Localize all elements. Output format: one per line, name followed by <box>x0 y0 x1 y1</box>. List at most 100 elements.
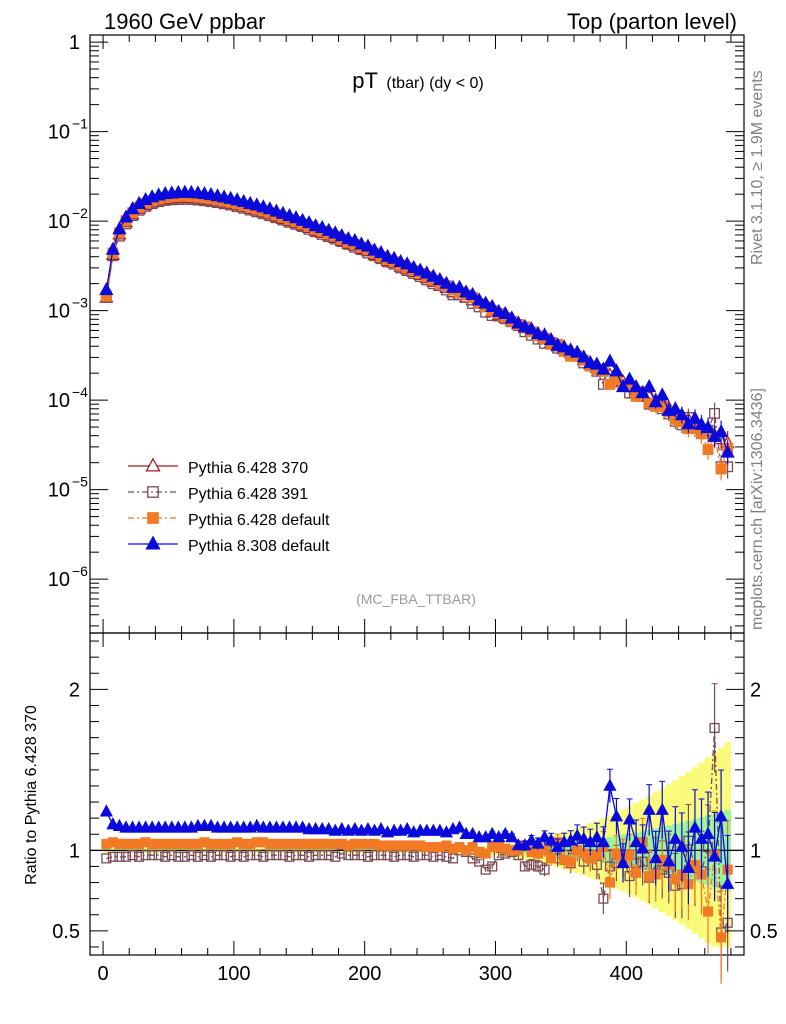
data-point <box>251 850 262 861</box>
data-point <box>539 845 550 856</box>
data-point <box>609 809 624 822</box>
data-point <box>715 463 727 475</box>
data-point <box>347 232 362 247</box>
y-tick-exponent: −6 <box>72 563 88 579</box>
data-point <box>452 279 467 293</box>
data-point <box>297 850 308 861</box>
data-point <box>362 851 373 862</box>
data-point <box>537 830 552 843</box>
series-line <box>105 197 728 444</box>
data-point <box>485 298 500 313</box>
series-line <box>105 198 728 468</box>
x-tick-label: 0 <box>98 963 109 985</box>
y-tick-exponent: −3 <box>72 295 88 311</box>
data-point <box>590 830 604 843</box>
data-point <box>474 856 485 867</box>
data-point <box>543 331 559 346</box>
data-point <box>570 344 585 358</box>
data-point <box>707 849 722 862</box>
data-point <box>147 512 159 524</box>
data-point <box>465 286 480 300</box>
data-point <box>140 850 151 861</box>
data-point <box>447 853 459 864</box>
data-point <box>487 861 498 872</box>
data-point <box>375 850 387 861</box>
data-point <box>589 356 604 370</box>
data-point <box>511 315 526 329</box>
data-point <box>519 861 530 872</box>
data-point <box>642 379 657 393</box>
data-point <box>402 850 413 861</box>
data-point <box>616 855 630 869</box>
data-point <box>655 802 669 815</box>
plot-title-sub: (tbar) (dy < 0) <box>386 75 483 92</box>
data-point <box>317 850 328 861</box>
data-point <box>373 245 389 259</box>
y-tick-exponent: −4 <box>72 384 88 400</box>
data-point <box>343 850 354 861</box>
data-point <box>505 830 519 843</box>
data-point <box>360 238 376 252</box>
legend-entry-1: Pythia 6.428 370 <box>128 457 308 477</box>
data-point <box>649 850 663 864</box>
legend-entry-2: Pythia 6.428 391 <box>128 486 308 503</box>
y-tick-label: 10 <box>48 480 70 502</box>
side-text-mcplots: mcplots.cern.ch [arXiv:1306.3436] <box>749 388 766 630</box>
data-point <box>304 851 315 862</box>
data-point <box>147 850 158 861</box>
data-point <box>615 379 631 393</box>
data-point <box>179 851 190 862</box>
data-point <box>205 851 217 862</box>
data-point <box>576 349 591 363</box>
legend-label-2: Pythia 6.428 391 <box>188 486 308 503</box>
data-point <box>107 851 118 862</box>
data-point <box>544 833 558 846</box>
ratio-tick-label-right: 2 <box>750 679 761 701</box>
legend: Pythia 6.428 370 Pythia 6.428 391 Pythia… <box>128 457 330 555</box>
data-point <box>603 778 617 791</box>
data-point <box>467 853 478 864</box>
series-line <box>105 191 729 453</box>
data-point <box>277 850 288 861</box>
data-point <box>721 876 735 889</box>
data-point <box>99 282 114 296</box>
data-point <box>688 820 702 833</box>
y-tick-label: 10 <box>48 569 70 591</box>
data-point <box>662 854 676 867</box>
data-point <box>400 822 414 835</box>
data-point <box>714 424 729 438</box>
data-point <box>498 305 513 319</box>
data-point <box>598 893 609 904</box>
data-point <box>127 850 138 861</box>
header-left: 1960 GeV ppbar <box>104 9 265 34</box>
data-point <box>356 850 367 861</box>
plot-title-main: pT <box>352 68 378 93</box>
ratio-tick-label: 1 <box>69 840 80 862</box>
ratio-tick-label: 0.5 <box>52 921 80 943</box>
data-point <box>323 850 334 861</box>
data-point <box>631 867 642 878</box>
data-point <box>602 353 618 367</box>
data-point <box>225 851 236 862</box>
y-tick-label: 1 <box>69 32 80 54</box>
data-point <box>310 850 321 861</box>
data-point <box>284 851 295 862</box>
data-point <box>271 850 282 861</box>
data-point <box>702 444 714 456</box>
data-point <box>681 860 696 873</box>
data-point <box>524 321 539 335</box>
data-point <box>330 851 341 862</box>
legend-marker-1 <box>128 457 178 472</box>
data-point <box>701 826 715 840</box>
data-point <box>145 535 161 550</box>
data-point <box>709 722 720 734</box>
data-point <box>546 853 557 864</box>
data-point <box>668 831 682 844</box>
data-point <box>258 851 269 862</box>
data-point <box>526 859 537 870</box>
data-point <box>408 851 419 862</box>
data-point <box>539 864 550 875</box>
data-point <box>99 804 113 817</box>
legend-label-4: Pythia 8.308 default <box>188 538 330 555</box>
